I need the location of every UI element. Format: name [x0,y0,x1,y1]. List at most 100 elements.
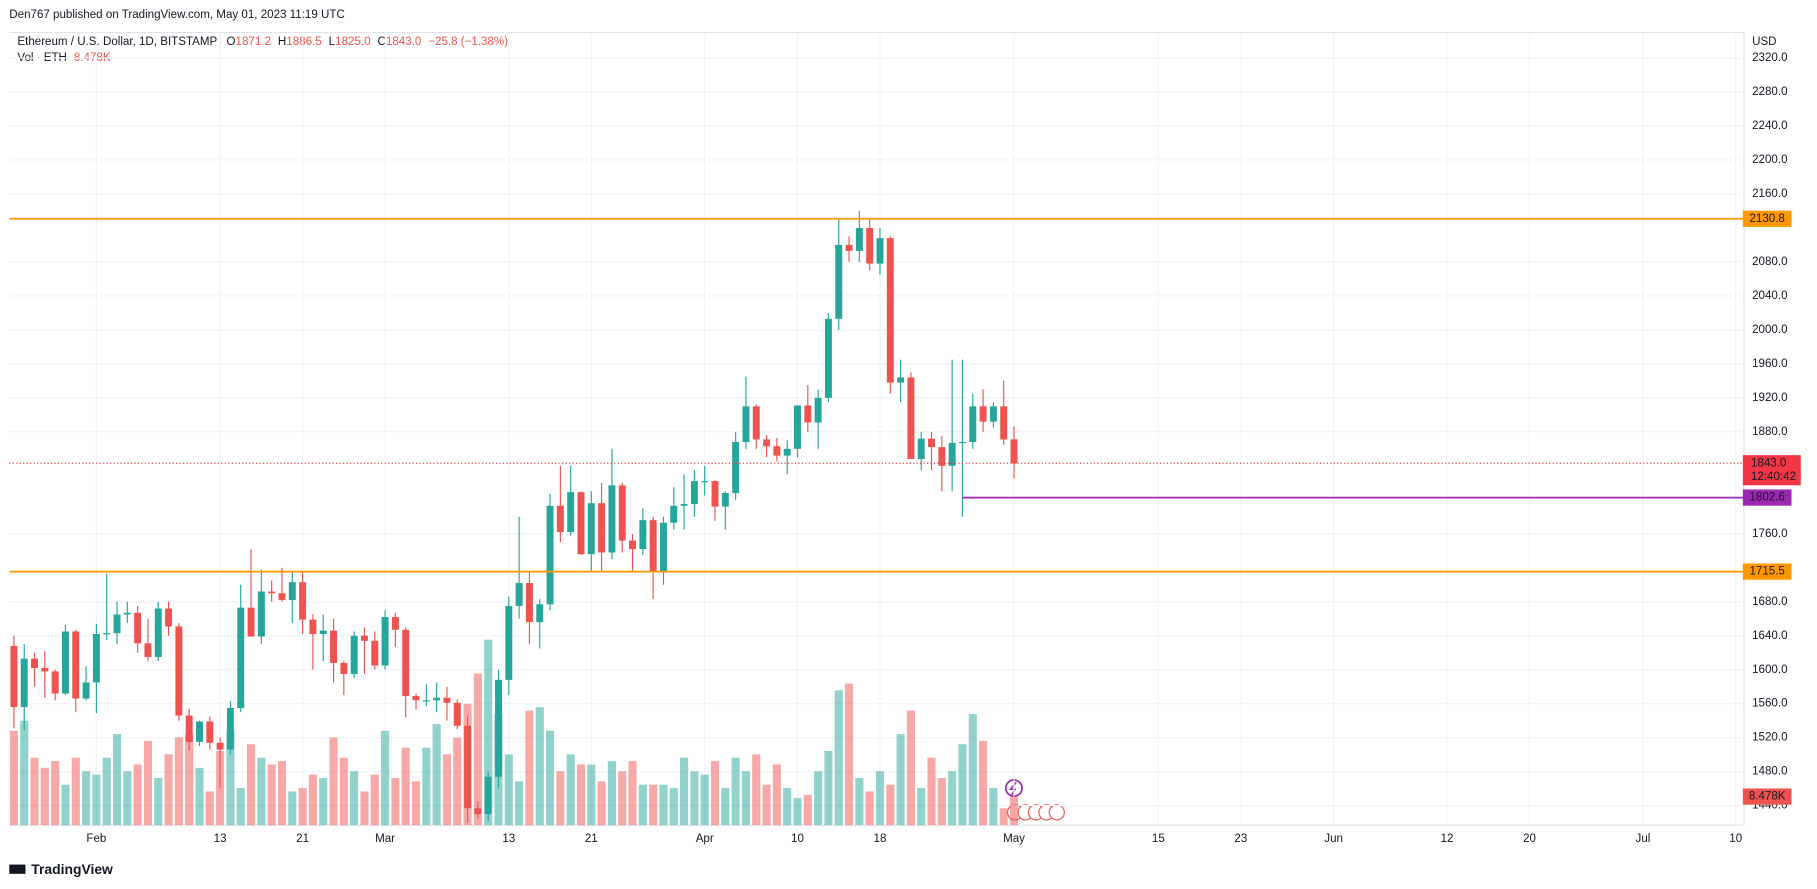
candle-body [247,607,255,637]
y-tick-label: 2040.0 [1752,290,1787,302]
y-tick-label: 1880.0 [1752,426,1787,438]
candle-body [330,630,338,663]
candle-body [495,679,502,777]
candle-body [587,503,595,555]
candle-body [845,244,853,251]
symbol: Ethereum / U.S. Dollar, 1D, BITSTAMP [17,36,217,48]
volume-bar [1009,796,1019,826]
candle-body [742,406,750,443]
candle-body [206,721,214,743]
volume-bar [597,781,606,826]
x-tick-label: 13 [214,833,227,845]
candle-body [360,635,368,641]
candle-body [196,721,203,742]
x-tick-label: 15 [1152,833,1165,845]
candle-body [484,776,492,815]
x-tick-label: Jun [1324,833,1343,845]
candle-body [824,318,832,398]
y-tick-label: 2240.0 [1752,120,1787,132]
volume-bar [319,777,328,826]
candle-body [175,626,183,716]
volume-bar [360,791,369,826]
ohlc-value: 1843.0 [386,36,421,48]
candle-body [144,643,152,657]
volume-bar [174,737,183,826]
candle-body [41,668,49,672]
volume-bar [401,747,410,826]
candle-body [752,406,760,440]
volume-bar [246,744,256,826]
y-tick-label: 1920.0 [1752,392,1787,404]
volume-bar [473,673,482,826]
candle-body [897,377,905,383]
candle-body [237,607,245,708]
volume-bar [257,757,266,826]
candle-body [61,631,69,694]
ohlc-key: O [227,36,236,48]
volume-bar [154,777,163,826]
x-tick-label: 20 [1523,833,1536,845]
x-tick-label: Feb [86,833,106,845]
volume-bar [607,761,616,826]
volume-bar [350,771,359,826]
volume-bar [659,784,668,826]
volume-bar [834,690,843,826]
volume-bar [844,683,854,826]
candle-body [433,697,441,701]
volume-bar [680,757,689,826]
volume-bar [772,764,781,826]
candle-body [556,505,564,533]
y-tick-label: 1560.0 [1752,698,1787,710]
candle-body [226,707,234,750]
volume-bar [205,791,214,826]
volume-bar [556,771,565,826]
candle-body [659,522,667,573]
volume-bar [566,754,575,826]
volume-bar [71,757,80,826]
candle-body [123,612,131,615]
x-tick-label: 10 [791,833,804,845]
candle-body [113,614,121,634]
candle-body [680,504,688,506]
volume-bar [432,724,441,826]
x-tick-label: 21 [296,833,309,845]
volume-bar [814,771,823,826]
volume-bar [649,784,658,826]
candle-body [1000,406,1008,440]
x-tick-label: 21 [585,833,598,845]
y-tick-label: 2200.0 [1752,154,1787,166]
change: −25.8 (−1.38%) [428,36,508,48]
candle-body [453,702,461,726]
candle-body [989,406,997,422]
candle-body [670,505,678,523]
candle-body [299,582,307,620]
candle-body [340,662,348,674]
candle-body [546,505,554,605]
y-tick-label: 1600.0 [1752,664,1787,676]
volume-bar [793,798,802,826]
x-tick-label: 10 [1729,833,1742,845]
candle-body [783,448,791,456]
volume-bar [185,734,194,826]
volume-bar [453,737,462,826]
volume-bar [164,754,173,826]
volume-bar [525,710,534,826]
volume-bar [504,754,513,826]
candle-body [10,645,18,708]
candle-body [608,485,616,553]
volume-bar [917,788,926,826]
candle-body [876,238,884,264]
volume-bar [937,777,946,826]
candle-body [649,520,657,573]
candle-body [618,485,626,541]
candle-body [1010,439,1018,464]
volume-bar [690,771,699,826]
currency: USD [1752,36,1776,48]
y-tick-label: 2000.0 [1752,324,1787,336]
candle-body [917,438,925,460]
last-price-tag [1742,455,1801,486]
level-label: 1715.5 [1749,566,1784,578]
volume-bar [30,757,39,826]
candle-body [525,583,533,623]
